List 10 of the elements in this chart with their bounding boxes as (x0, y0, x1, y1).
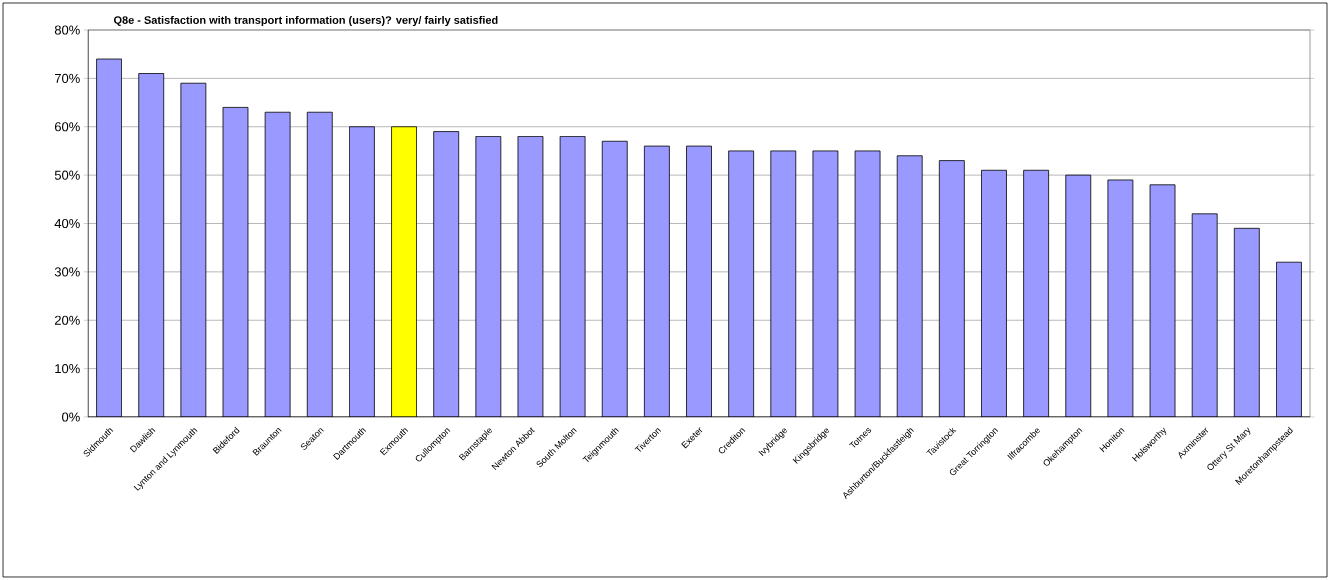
chart-title: Q8e - Satisfaction with transport information (users)? very/ fairly satisfied (113, 15, 498, 27)
y-tick-label: 30% (54, 267, 80, 277)
y-tick-label: 70% (54, 73, 80, 83)
y-tick-label: 10% (55, 364, 80, 374)
y-tick-label: 40% (54, 218, 80, 229)
y-tick-label: 0% (62, 412, 80, 422)
y-tick-label: 60% (54, 122, 80, 132)
y-tick-label: 20% (54, 315, 80, 325)
y-tick-label: 50% (54, 170, 80, 180)
y-tick-label: 80% (54, 25, 80, 35)
